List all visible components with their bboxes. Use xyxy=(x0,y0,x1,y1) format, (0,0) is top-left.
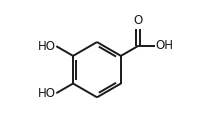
Text: OH: OH xyxy=(155,39,173,52)
Text: HO: HO xyxy=(37,40,55,53)
Text: O: O xyxy=(134,14,143,27)
Text: HO: HO xyxy=(37,87,55,100)
